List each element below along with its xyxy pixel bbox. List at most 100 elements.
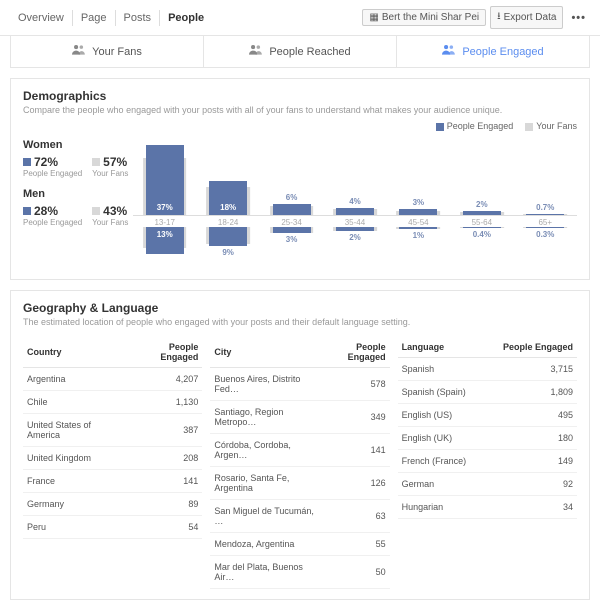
cell-label: Argentina: [23, 368, 126, 391]
cell-value: 34: [484, 496, 577, 519]
age-axis-label: 55-64: [472, 218, 492, 227]
cell-label: French (France): [398, 450, 484, 473]
cell-label: United States of America: [23, 414, 126, 447]
age-gender-chart: 37% 13-17 13% 18% 18-24 9%: [133, 139, 577, 269]
table-row[interactable]: English (US)495: [398, 404, 577, 427]
people-icon: [442, 44, 456, 59]
table-row[interactable]: Buenos Aires, Distrito Fed…578: [210, 368, 389, 401]
legend-label-fans: Your Fans: [536, 121, 577, 131]
geography-subtitle: The estimated location of people who eng…: [23, 317, 577, 327]
cell-value: 180: [484, 427, 577, 450]
subtab-label: Your Fans: [92, 46, 142, 58]
city-col2[interactable]: People Engaged: [318, 337, 389, 368]
men-engaged-pct: 28%: [34, 204, 58, 218]
table-row[interactable]: United Kingdom208: [23, 447, 202, 470]
cell-label: Hungarian: [398, 496, 484, 519]
export-button[interactable]: ⭳ Export Data: [490, 6, 563, 29]
cell-label: Spanish: [398, 358, 484, 381]
cell-value: 55: [318, 533, 389, 556]
cell-label: Mar del Plata, Buenos Air…: [210, 556, 318, 589]
cell-value: 89: [126, 493, 202, 516]
table-row[interactable]: Mendoza, Argentina55: [210, 533, 389, 556]
table-row[interactable]: Córdoba, Cordoba, Argen…141: [210, 434, 389, 467]
cell-label: Peru: [23, 516, 126, 539]
subtab-people-engaged[interactable]: People Engaged: [397, 36, 589, 67]
language-col2[interactable]: People Engaged: [484, 337, 577, 358]
geography-title: Geography & Language: [23, 301, 577, 315]
chart-col: 6% 25-34 3%: [260, 139, 323, 269]
country-col2[interactable]: People Engaged: [126, 337, 202, 368]
legend-label-engaged: People Engaged: [447, 121, 514, 131]
table-row[interactable]: Germany89: [23, 493, 202, 516]
legend-swatch-engaged: [436, 123, 444, 131]
table-row[interactable]: German92: [398, 473, 577, 496]
cell-value: 50: [318, 556, 389, 589]
cell-value: 349: [318, 401, 389, 434]
age-axis-label: 13-17: [154, 218, 174, 227]
page-selector[interactable]: ▦ Bert the Mini Shar Pei: [362, 9, 486, 26]
subtab-label: People Engaged: [462, 46, 543, 58]
table-row[interactable]: France141: [23, 470, 202, 493]
cell-value: 141: [318, 434, 389, 467]
women-fans-swatch: [92, 158, 100, 166]
subtab-people-reached[interactable]: People Reached: [204, 36, 397, 67]
women-fans-caption: Your Fans: [92, 169, 128, 178]
table-row[interactable]: Hungarian34: [398, 496, 577, 519]
cell-value: 141: [126, 470, 202, 493]
country-col1[interactable]: Country: [23, 337, 126, 368]
city-col1[interactable]: City: [210, 337, 318, 368]
demographics-title: Demographics: [23, 89, 577, 103]
demographics-subtitle: Compare the people who engaged with your…: [23, 105, 577, 115]
table-row[interactable]: Chile1,130: [23, 391, 202, 414]
table-row[interactable]: French (France)149: [398, 450, 577, 473]
women-engaged-swatch: [23, 158, 31, 166]
nav-item-overview[interactable]: Overview: [10, 10, 73, 26]
chart-col: 18% 18-24 9%: [196, 139, 259, 269]
people-icon: [249, 44, 263, 59]
table-row[interactable]: San Miguel de Tucumán, …63: [210, 500, 389, 533]
cell-label: German: [398, 473, 484, 496]
table-row[interactable]: Rosario, Santa Fe, Argentina126: [210, 467, 389, 500]
table-row[interactable]: Spanish3,715: [398, 358, 577, 381]
men-fans-swatch: [92, 207, 100, 215]
export-label: Export Data: [504, 12, 557, 23]
cell-label: English (UK): [398, 427, 484, 450]
cell-value: 387: [126, 414, 202, 447]
more-menu[interactable]: •••: [567, 10, 590, 26]
age-axis-label: 65+: [538, 218, 552, 227]
language-body: Spanish3,715Spanish (Spain)1,809English …: [398, 358, 577, 519]
table-row[interactable]: Mar del Plata, Buenos Air…50: [210, 556, 389, 589]
men-label: Men: [23, 188, 133, 200]
cell-label: United Kingdom: [23, 447, 126, 470]
chart-col: 4% 35-44 2%: [323, 139, 386, 269]
cell-value: 54: [126, 516, 202, 539]
cell-label: Germany: [23, 493, 126, 516]
subtab-your-fans[interactable]: Your Fans: [11, 36, 204, 67]
cell-label: Córdoba, Cordoba, Argen…: [210, 434, 318, 467]
age-axis-label: 18-24: [218, 218, 238, 227]
cell-label: Buenos Aires, Distrito Fed…: [210, 368, 318, 401]
cell-value: 126: [318, 467, 389, 500]
table-row[interactable]: Spanish (Spain)1,809: [398, 381, 577, 404]
cell-label: San Miguel de Tucumán, …: [210, 500, 318, 533]
language-col1[interactable]: Language: [398, 337, 484, 358]
demographics-panel: Demographics Compare the people who enga…: [10, 78, 590, 280]
cell-value: 4,207: [126, 368, 202, 391]
top-nav: OverviewPagePostsPeople ▦ Bert the Mini …: [0, 0, 600, 36]
nav-item-people[interactable]: People: [160, 10, 212, 26]
nav-item-posts[interactable]: Posts: [116, 10, 161, 26]
download-icon: ⭳: [497, 9, 501, 26]
legend-swatch-fans: [525, 123, 533, 131]
women-fans-pct: 57%: [103, 155, 127, 169]
chart-col: 3% 45-54 1%: [387, 139, 450, 269]
age-axis-label: 45-54: [408, 218, 428, 227]
table-row[interactable]: English (UK)180: [398, 427, 577, 450]
table-row[interactable]: United States of America387: [23, 414, 202, 447]
table-row[interactable]: Santiago, Region Metropo…349: [210, 401, 389, 434]
table-row[interactable]: Peru54: [23, 516, 202, 539]
nav-item-page[interactable]: Page: [73, 10, 116, 26]
city-body: Buenos Aires, Distrito Fed…578Santiago, …: [210, 368, 389, 589]
table-row[interactable]: Argentina4,207: [23, 368, 202, 391]
sub-tabs: Your Fans People Reached People Engaged: [10, 36, 590, 68]
men-engaged-swatch: [23, 207, 31, 215]
